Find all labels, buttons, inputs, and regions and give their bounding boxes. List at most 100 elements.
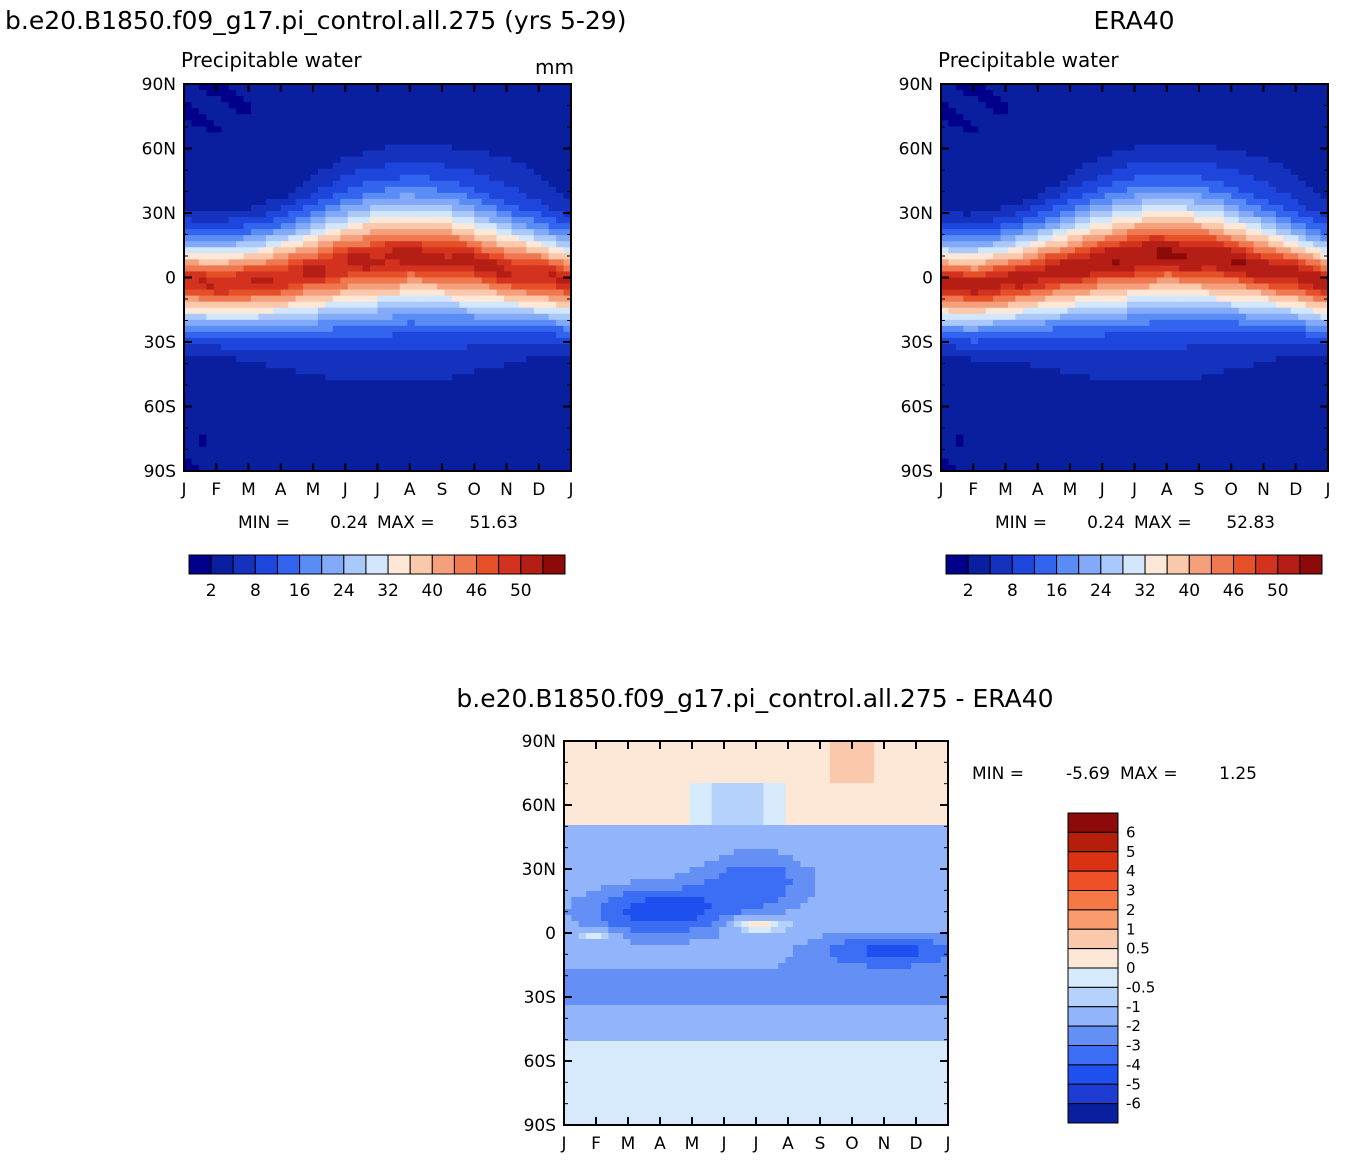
field-cell <box>362 241 371 248</box>
field-cell <box>184 204 193 212</box>
field-cell <box>1104 114 1113 121</box>
field-cell <box>377 90 386 97</box>
field-cell <box>429 138 438 146</box>
field-cell <box>474 229 483 236</box>
field-cell <box>288 198 297 206</box>
field-cell <box>273 301 282 309</box>
field-cell <box>1060 204 1069 212</box>
field-cell <box>377 265 386 273</box>
field-cell <box>370 210 379 218</box>
field-cell <box>1313 198 1322 206</box>
field-cell <box>518 356 527 363</box>
field-cell <box>1127 235 1136 242</box>
field-cell <box>392 344 401 351</box>
field-cell <box>1283 186 1292 194</box>
field-cell <box>556 386 565 393</box>
field-cell <box>250 446 260 454</box>
field-cell <box>496 446 505 454</box>
field-cell <box>518 446 527 454</box>
field-cell <box>1164 253 1173 260</box>
field-cell <box>1030 174 1039 182</box>
field-cell <box>392 247 401 254</box>
field-cell <box>1149 108 1158 115</box>
field-cell <box>198 253 207 260</box>
field-cell <box>273 428 282 436</box>
field-cell <box>340 325 349 333</box>
field-cell <box>541 289 550 297</box>
field-cell <box>474 283 483 291</box>
field-cell <box>399 404 408 412</box>
field-cell <box>1201 162 1210 170</box>
field-cell <box>340 102 349 109</box>
field-cell <box>1298 126 1307 133</box>
field-cell <box>1268 253 1277 260</box>
field-cell <box>355 180 364 188</box>
field-cell <box>993 180 1002 188</box>
field-cell <box>1290 108 1299 115</box>
field-cell <box>563 325 572 333</box>
field-cell <box>288 416 297 424</box>
field-cell <box>1149 180 1158 188</box>
field-cell <box>392 452 401 460</box>
field-cell <box>347 186 356 194</box>
field-cell <box>1290 210 1299 218</box>
field-cell <box>1179 210 1188 218</box>
field-cell <box>1000 144 1009 152</box>
field-cell <box>429 102 438 109</box>
field-cell <box>941 198 950 206</box>
field-cell <box>362 404 371 412</box>
field-cell <box>265 162 274 170</box>
field-cell <box>985 204 994 212</box>
field-cell <box>489 120 498 127</box>
field-cell <box>518 289 527 297</box>
field-cell <box>362 271 371 279</box>
field-cell <box>948 96 957 103</box>
field-cell <box>362 265 371 273</box>
field-cell <box>1022 162 1031 170</box>
field-cell <box>548 102 557 109</box>
field-cell <box>362 362 371 369</box>
field-cell <box>1022 198 1031 206</box>
field-cell <box>1074 126 1083 133</box>
field-cell <box>541 102 550 109</box>
field-cell <box>511 319 520 327</box>
field-cell <box>496 162 505 170</box>
field-cell <box>1097 247 1106 254</box>
field-cell <box>1015 90 1024 97</box>
field-cell <box>1134 180 1143 188</box>
field-cell <box>948 192 957 200</box>
field-cell <box>444 331 453 339</box>
field-cell <box>422 210 431 218</box>
field-cell <box>407 289 416 297</box>
field-cell <box>541 198 550 206</box>
field-cell <box>347 398 356 406</box>
field-cell <box>347 331 356 339</box>
field-cell <box>948 204 957 212</box>
field-cell <box>1223 102 1232 109</box>
field-cell <box>548 84 557 91</box>
field-cell <box>548 374 557 381</box>
field-cell <box>459 404 468 412</box>
field-cell <box>533 277 542 285</box>
field-cell <box>451 428 460 436</box>
field-cell <box>533 337 542 345</box>
field-cell <box>399 428 408 436</box>
field-cell <box>243 120 252 127</box>
field-cell <box>511 386 520 393</box>
field-cell <box>1283 223 1292 230</box>
field-cell <box>1104 126 1113 133</box>
field-cell <box>459 301 468 309</box>
field-cell <box>1186 204 1195 212</box>
field-cell <box>184 295 193 303</box>
field-cell <box>347 253 356 260</box>
field-cell <box>377 229 386 236</box>
field-cell <box>1231 102 1240 109</box>
field-cell <box>541 138 550 146</box>
field-cell <box>1208 217 1217 224</box>
field-cell <box>533 428 542 436</box>
field-cell <box>1097 241 1106 248</box>
field-cell <box>236 344 245 351</box>
field-cell <box>526 380 535 387</box>
field-cell <box>451 434 460 442</box>
field-cell <box>1283 138 1292 146</box>
